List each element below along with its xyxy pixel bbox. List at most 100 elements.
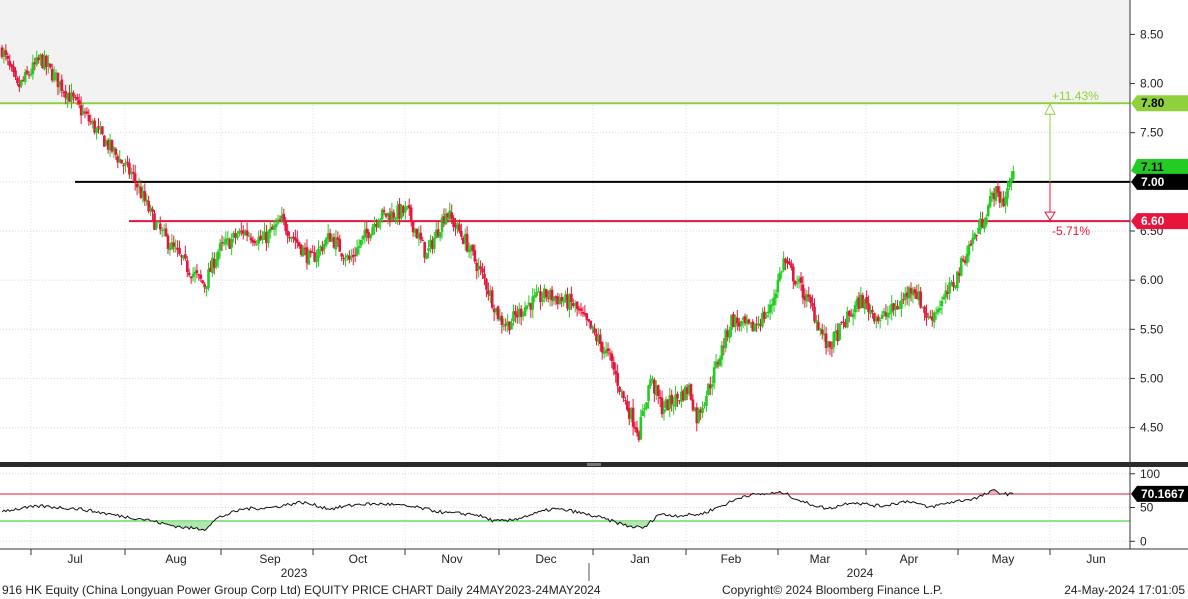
candle-body <box>851 313 855 318</box>
candle-body <box>757 323 760 326</box>
candle-body <box>481 268 484 273</box>
candle-body <box>193 272 197 275</box>
candle-body <box>60 79 64 91</box>
candle-body <box>975 235 978 237</box>
candle-body <box>91 121 95 124</box>
candle-body <box>429 239 432 248</box>
candle-body <box>927 315 930 317</box>
candle-body <box>27 74 31 76</box>
month-label: Oct <box>349 552 368 566</box>
candle-body <box>272 225 276 230</box>
candle-body <box>512 311 515 322</box>
candle-body <box>102 135 106 147</box>
candle-body <box>6 55 10 59</box>
candle-body <box>1012 171 1015 179</box>
candle-body <box>921 306 924 308</box>
axes <box>0 0 1188 550</box>
rsi-panel <box>0 488 1130 532</box>
candle-body <box>568 295 571 310</box>
candle-body <box>755 323 758 325</box>
candle-body <box>593 328 596 334</box>
candle-body <box>54 72 58 74</box>
candle-body <box>282 213 286 220</box>
candle-body <box>406 205 409 207</box>
candle-body <box>938 307 942 310</box>
candle-body <box>463 234 467 244</box>
candle-body <box>728 329 731 338</box>
candle-body <box>710 384 714 387</box>
candle-body <box>371 227 374 236</box>
candle-body <box>666 399 670 411</box>
candle-body <box>680 391 683 402</box>
candle-body <box>31 62 35 75</box>
candle-body <box>631 407 635 427</box>
candle-body <box>213 258 216 268</box>
candle-body <box>114 149 118 155</box>
candle-body <box>620 389 623 391</box>
month-label: Mar <box>810 552 831 566</box>
candle-body <box>284 220 288 232</box>
candle-body <box>245 230 249 236</box>
candle-body <box>348 255 351 260</box>
candle-body <box>780 271 784 273</box>
candle-body <box>303 248 307 250</box>
candle-body <box>490 290 494 308</box>
candle-body <box>104 140 108 145</box>
candle-body <box>87 115 91 122</box>
candle-body <box>33 62 37 65</box>
candle-body <box>444 213 448 225</box>
candle-body <box>307 250 311 265</box>
candle-body <box>301 247 305 256</box>
candle-body <box>241 230 245 234</box>
panel-resize-handle[interactable] <box>587 463 601 466</box>
candle-body <box>602 351 606 354</box>
candle-body <box>635 427 639 433</box>
candle-body <box>919 291 922 308</box>
candle-body <box>544 289 548 298</box>
candle-body <box>618 386 621 392</box>
candle-body <box>570 293 573 303</box>
candle-body <box>790 263 793 268</box>
candle-body <box>297 242 301 247</box>
candle-body <box>137 185 141 187</box>
candle-body <box>847 311 851 316</box>
candle-body <box>963 260 967 264</box>
candle-body <box>450 212 453 219</box>
candle-body <box>492 308 496 313</box>
candle-body <box>456 223 459 230</box>
candle-body <box>178 248 181 254</box>
candle-body <box>705 395 708 406</box>
candle-body <box>936 309 940 313</box>
candle-body <box>39 54 42 59</box>
candle-body <box>101 126 104 135</box>
candle-body <box>869 309 872 314</box>
candle-body <box>259 235 262 240</box>
candle-body <box>637 432 641 440</box>
candle-body <box>583 313 587 315</box>
candle-body <box>400 205 403 218</box>
candle-body <box>957 272 961 276</box>
candle-body <box>378 219 382 222</box>
candle-body <box>990 192 994 196</box>
candle-body <box>185 260 189 273</box>
candle-body <box>265 232 268 244</box>
candle-body <box>238 230 241 235</box>
candle-body <box>624 400 627 402</box>
candle-body <box>807 294 811 297</box>
candle-body <box>45 55 48 68</box>
horizontal-lines <box>0 102 1130 223</box>
candle-body <box>346 255 349 259</box>
candle-body <box>427 248 430 251</box>
candle-body <box>736 317 739 324</box>
candle-body <box>695 407 699 424</box>
candle-body <box>863 298 867 309</box>
candle-body <box>915 291 919 300</box>
candle-body <box>859 294 863 309</box>
candle-body <box>70 92 73 101</box>
candle-body <box>817 322 820 331</box>
price-tags: 7.11 7.80 7.00 6.60 70.1667 <box>1131 95 1188 502</box>
candle-body <box>330 237 334 241</box>
candle-body <box>458 224 461 232</box>
candle-body <box>404 207 407 213</box>
candle-body <box>50 69 54 81</box>
